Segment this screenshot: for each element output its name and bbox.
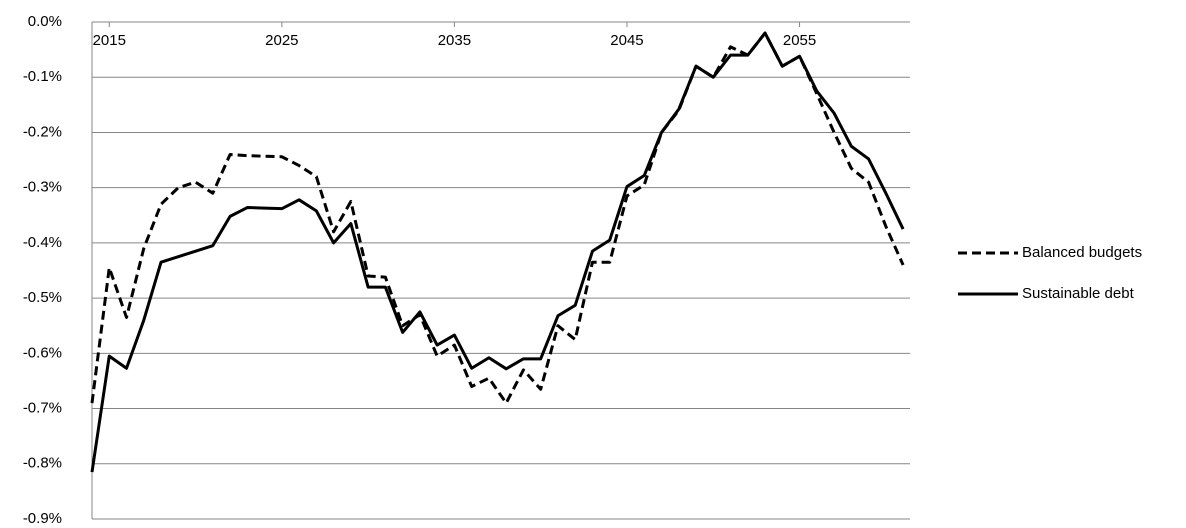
x-tick-label: 2055 xyxy=(783,32,816,49)
series-line xyxy=(90,31,905,405)
y-tick-label: -0.7% xyxy=(23,400,62,417)
x-tick-label: 2025 xyxy=(265,32,298,49)
y-tick-label: -0.3% xyxy=(23,179,62,196)
x-tick-label: 2015 xyxy=(93,32,126,49)
y-tick-label: -0.1% xyxy=(23,68,62,85)
y-tick-label: -0.8% xyxy=(23,455,62,472)
series-line xyxy=(90,31,905,473)
y-tick-label: -0.6% xyxy=(23,344,62,361)
y-tick-label: 0.0% xyxy=(28,13,62,30)
y-tick-label: -0.5% xyxy=(23,289,62,306)
x-tick-label: 2035 xyxy=(438,32,471,49)
y-tick-label: -0.2% xyxy=(23,123,62,140)
y-tick-label: -0.9% xyxy=(23,510,62,527)
legend-label: Sustainable debt xyxy=(1022,285,1135,302)
x-tick-label: 2045 xyxy=(610,32,643,49)
legend-label: Balanced budgets xyxy=(1022,244,1142,261)
y-tick-label: -0.4% xyxy=(23,234,62,251)
